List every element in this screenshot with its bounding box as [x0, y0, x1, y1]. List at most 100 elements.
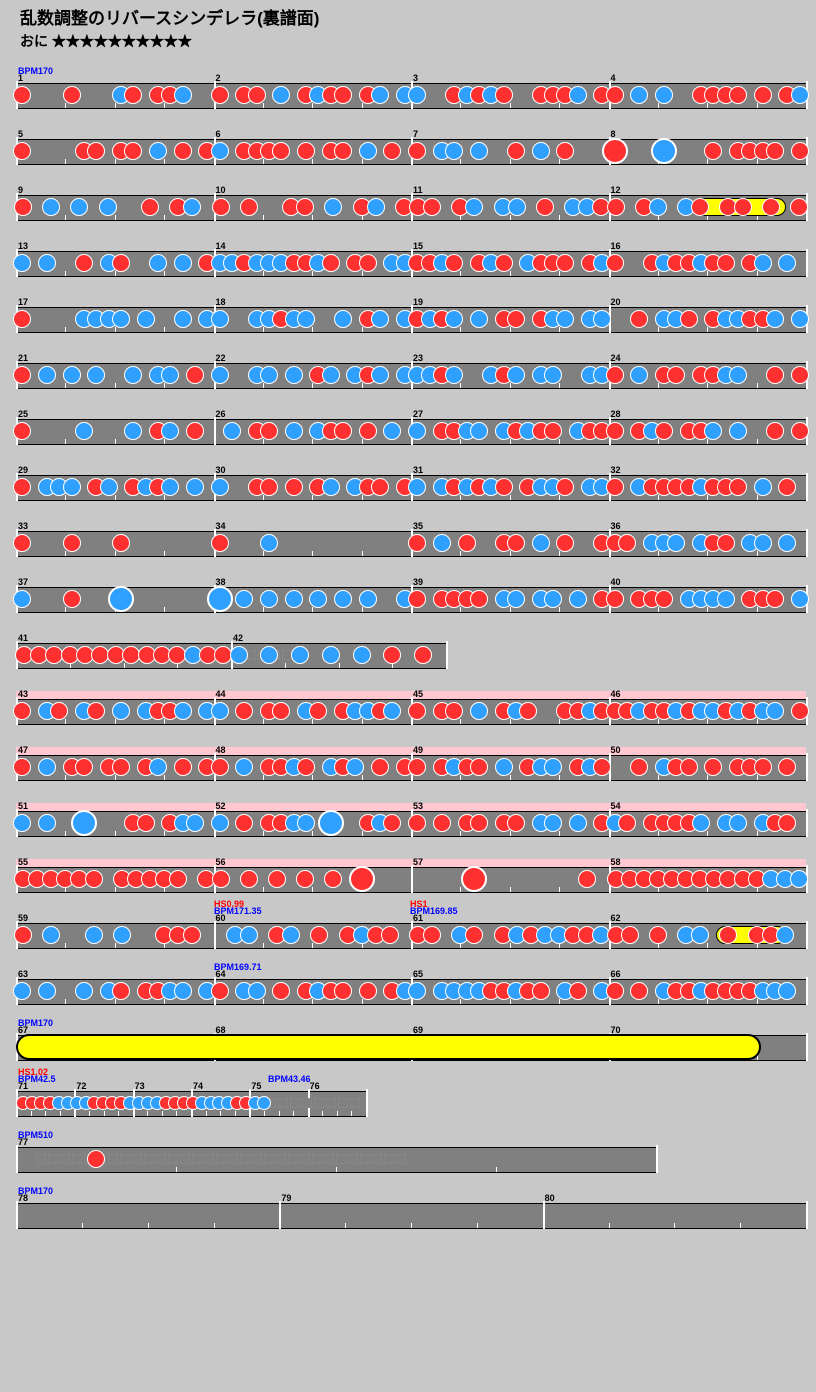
kat-note [38, 366, 56, 384]
kat-note [174, 310, 192, 328]
kat-note [100, 478, 118, 496]
don-note [212, 870, 230, 888]
don-note [112, 758, 130, 776]
measure-row: 67686970BPM170 [16, 1023, 806, 1061]
measure-row: 787980BPM170 [16, 1191, 806, 1229]
kat-note [367, 198, 385, 216]
don-note [606, 422, 624, 440]
kat-note [211, 478, 229, 496]
measure-row: 77BPM510 [16, 1135, 656, 1173]
don-note [285, 478, 303, 496]
don-note [141, 198, 159, 216]
don-note [606, 366, 624, 384]
don-note [606, 982, 624, 1000]
don-note [87, 1150, 105, 1168]
kat-note [75, 982, 93, 1000]
don-note [433, 814, 451, 832]
measure-row: 43444546 [16, 687, 806, 725]
kat-note [717, 590, 735, 608]
measure-row: 59606162BPM171.35BPM169.85HS0.99HS1 [16, 911, 806, 949]
don-note [790, 198, 808, 216]
kat-note [729, 814, 747, 832]
don-note [334, 982, 352, 1000]
measure-row: 21222324 [16, 351, 806, 389]
measure-row: 55565758 [16, 855, 806, 893]
don-note [297, 142, 315, 160]
measure-row: 5678 [16, 127, 806, 165]
kat-note [318, 810, 344, 836]
don-note [359, 422, 377, 440]
kat-note [692, 814, 710, 832]
don-note [606, 590, 624, 608]
don-note [470, 590, 488, 608]
don-note [349, 866, 375, 892]
kat-note [112, 310, 130, 328]
kat-note [776, 926, 794, 944]
difficulty: おに ★★★★★★★★★★ [20, 31, 808, 51]
kat-note [149, 254, 167, 272]
kat-note [63, 366, 81, 384]
measure-row: 51525354 [16, 799, 806, 837]
don-note [791, 142, 809, 160]
measure-row: 717273747576BPM42.5BPM43.46HS1.02 [16, 1079, 366, 1117]
don-note [507, 142, 525, 160]
kat-note [569, 814, 587, 832]
kat-note [532, 142, 550, 160]
kat-note [754, 478, 772, 496]
kat-note [544, 366, 562, 384]
kat-note [322, 646, 340, 664]
don-note [532, 982, 550, 1000]
kat-note [71, 810, 97, 836]
don-note [248, 86, 266, 104]
don-note [297, 758, 315, 776]
don-note [606, 86, 624, 104]
kat-note [507, 590, 525, 608]
kat-note [495, 758, 513, 776]
measure-row: 37383940 [16, 575, 806, 613]
kat-note [508, 198, 526, 216]
kat-note [470, 310, 488, 328]
kat-note [544, 590, 562, 608]
don-note [762, 198, 780, 216]
chart-area: 1234BPM170567891011121314151617181920212… [0, 71, 816, 1229]
kat-note [174, 86, 192, 104]
don-note [186, 422, 204, 440]
kat-note [569, 590, 587, 608]
kat-note [137, 310, 155, 328]
kat-note [211, 702, 229, 720]
don-note [75, 758, 93, 776]
kat-note [186, 478, 204, 496]
kat-note [99, 198, 117, 216]
don-note [63, 590, 81, 608]
don-note [734, 198, 752, 216]
measure-row: 13141516 [16, 239, 806, 277]
kat-note [651, 138, 677, 164]
don-note [186, 366, 204, 384]
don-note [569, 982, 587, 1000]
kat-note [174, 254, 192, 272]
kat-note [729, 422, 747, 440]
don-note [381, 926, 399, 944]
don-note [14, 926, 32, 944]
don-note [211, 758, 229, 776]
kat-note [174, 982, 192, 1000]
kat-note [149, 142, 167, 160]
don-note [495, 478, 513, 496]
don-note [606, 254, 624, 272]
measure-row: 9101112 [16, 183, 806, 221]
don-note [260, 422, 278, 440]
don-note [544, 422, 562, 440]
kat-note [223, 422, 241, 440]
don-note [211, 982, 229, 1000]
measure-row: 47484950 [16, 743, 806, 781]
kat-note [322, 366, 340, 384]
kat-note [359, 142, 377, 160]
don-note [414, 646, 432, 664]
kat-note [282, 926, 300, 944]
don-note [85, 870, 103, 888]
song-title: 乱数調整のリバースシンデレラ(裏譜面) [20, 4, 808, 29]
don-note [621, 926, 639, 944]
measure-row: 29303132 [16, 463, 806, 501]
don-note [754, 86, 772, 104]
don-note [174, 758, 192, 776]
